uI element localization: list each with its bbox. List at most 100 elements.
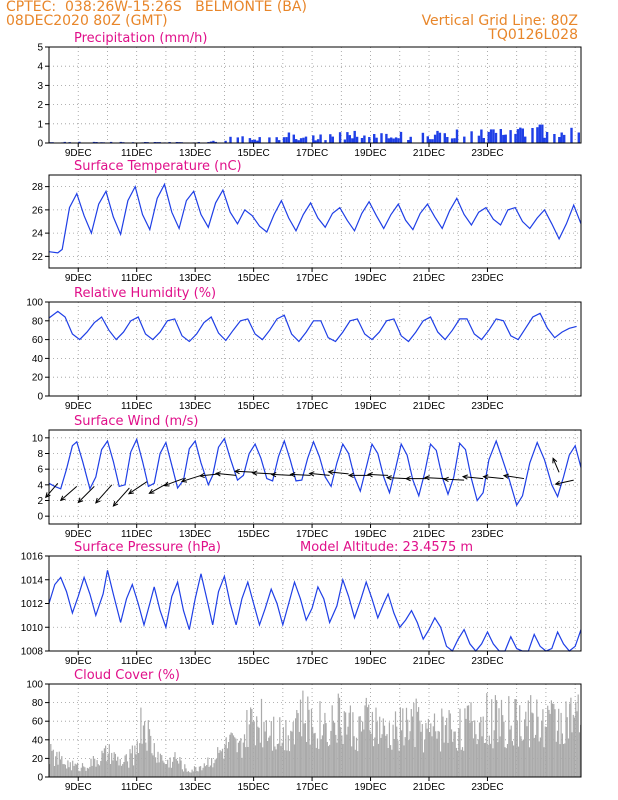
bar-cloud xyxy=(168,767,170,777)
bar-precip xyxy=(380,133,383,143)
bar-cloud xyxy=(402,708,404,777)
bar-cloud xyxy=(217,747,219,777)
y-tick-label: 60 xyxy=(32,335,44,346)
bar-cloud xyxy=(214,759,216,777)
bar-cloud xyxy=(407,719,409,777)
bar-cloud xyxy=(101,750,103,777)
bar-cloud xyxy=(521,740,523,777)
wind-vector-head xyxy=(270,472,277,478)
bar-cloud xyxy=(286,750,288,777)
bar-cloud xyxy=(306,742,308,777)
bar-cloud xyxy=(120,765,123,777)
bar-cloud xyxy=(475,734,477,777)
x-tick-label: 17DEC xyxy=(296,401,328,412)
bar-cloud xyxy=(441,708,443,777)
wind-vector xyxy=(425,477,446,480)
wind-vector xyxy=(368,473,389,476)
x-tick-label: 17DEC xyxy=(296,529,328,540)
series-line-rh xyxy=(48,310,577,343)
bar-cloud xyxy=(553,703,555,777)
bar-cloud xyxy=(176,760,179,777)
bar-cloud xyxy=(158,762,160,777)
bar-cloud xyxy=(470,702,472,777)
bar-cloud xyxy=(123,762,125,777)
bar-cloud xyxy=(427,718,429,777)
bar-cloud xyxy=(246,710,248,777)
bar-cloud xyxy=(193,766,196,777)
bar-precip xyxy=(119,141,122,143)
bar-precip xyxy=(543,137,546,143)
bar-precip xyxy=(392,138,395,143)
bar-cloud xyxy=(340,727,342,777)
y-tick-label: 0 xyxy=(37,392,43,403)
wind-vector-head xyxy=(163,481,170,487)
y-tick-label: 1010 xyxy=(21,623,44,634)
bar-precip xyxy=(268,137,271,143)
bar-cloud xyxy=(162,760,164,777)
wind-vector xyxy=(444,478,465,481)
bar-cloud xyxy=(567,738,569,777)
bar-cloud xyxy=(396,726,398,777)
bar-precip xyxy=(409,136,412,143)
bar-precip xyxy=(363,135,366,143)
bar-cloud xyxy=(276,744,278,777)
wind-vector-head xyxy=(404,475,411,482)
bar-cloud xyxy=(572,714,574,777)
bar-cloud xyxy=(500,699,503,777)
bar-cloud xyxy=(460,749,462,777)
bar-precip xyxy=(63,141,66,143)
y-tick-label: 4 xyxy=(37,480,43,491)
y-tick-label: 0 xyxy=(37,773,43,784)
bar-cloud xyxy=(280,746,282,777)
bar-precip xyxy=(455,129,459,143)
x-tick-label: 17DEC xyxy=(296,273,328,284)
bar-cloud xyxy=(212,767,214,777)
bar-precip xyxy=(285,137,288,143)
bar-cloud xyxy=(157,751,159,777)
bar-cloud xyxy=(197,771,199,777)
bar-cloud xyxy=(391,749,393,777)
bar-cloud xyxy=(354,749,356,777)
bar-cloud xyxy=(307,696,309,777)
wind-vector-head xyxy=(148,488,155,494)
bar-cloud xyxy=(94,758,96,777)
wind-vector xyxy=(328,471,349,475)
bar-cloud xyxy=(134,745,136,777)
bar-cloud xyxy=(263,721,265,777)
wind-vector xyxy=(483,476,504,480)
bar-cloud xyxy=(321,735,323,777)
bar-cloud xyxy=(164,764,166,777)
bar-precip xyxy=(514,133,517,143)
bar-precip xyxy=(502,134,505,143)
panel-cloud: Cloud Cover (%) 0 20 40 60 80 100 9DEC 11DEC 13DE… xyxy=(26,668,582,793)
bar-cloud xyxy=(454,731,456,777)
bar-cloud xyxy=(337,693,339,777)
bar-cloud xyxy=(274,746,276,777)
bar-cloud xyxy=(487,745,489,777)
bar-cloud xyxy=(79,771,81,777)
bar-cloud xyxy=(450,729,453,777)
bar-precip xyxy=(453,138,456,143)
bar-precip xyxy=(538,124,541,143)
bar-precip xyxy=(258,137,261,143)
bar-cloud xyxy=(577,694,579,777)
y-tick-label: 3 xyxy=(37,81,43,92)
bar-precip xyxy=(92,141,96,143)
bar-cloud xyxy=(455,747,457,777)
bar-cloud xyxy=(527,700,529,777)
bar-cloud xyxy=(235,738,237,777)
x-tick-label: 15DEC xyxy=(237,782,269,793)
bar-cloud xyxy=(293,744,295,777)
wind-vector xyxy=(387,477,408,480)
bar-precip xyxy=(477,135,481,143)
bar-cloud xyxy=(243,734,246,777)
bar-cloud xyxy=(257,726,259,777)
bar-precip xyxy=(275,137,278,143)
bar-cloud xyxy=(432,726,434,777)
bar-cloud xyxy=(353,736,355,777)
bar-precip xyxy=(463,136,466,143)
x-tick-label: 9DEC xyxy=(65,529,92,540)
bar-cloud xyxy=(191,769,193,777)
bar-precip xyxy=(253,139,256,143)
